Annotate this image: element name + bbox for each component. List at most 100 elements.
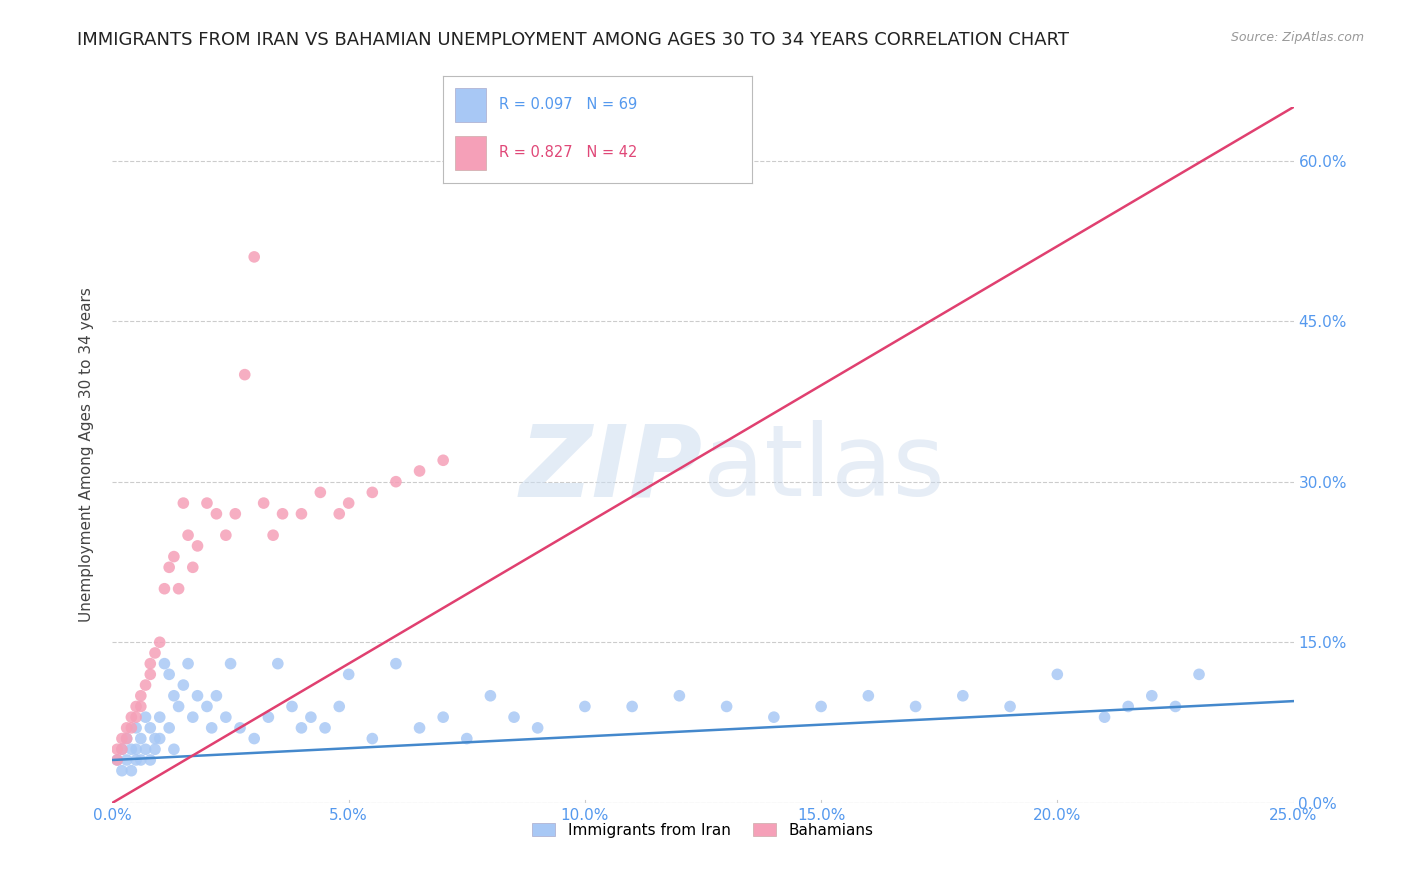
Point — [177, 528, 200, 542]
Point — [290, 721, 312, 735]
Point — [432, 710, 454, 724]
Point — [153, 657, 176, 671]
Point — [1116, 699, 1139, 714]
Point — [858, 689, 880, 703]
Point — [167, 699, 190, 714]
Point — [1164, 699, 1187, 714]
Point — [125, 721, 148, 735]
Text: Source: ZipAtlas.com: Source: ZipAtlas.com — [1230, 31, 1364, 45]
Point — [163, 742, 186, 756]
Point — [125, 742, 148, 756]
Point — [299, 710, 322, 724]
Point — [1046, 667, 1069, 681]
Point — [120, 742, 142, 756]
Point — [157, 560, 180, 574]
Point — [111, 764, 134, 778]
Bar — [456, 87, 486, 122]
Point — [135, 678, 157, 692]
Point — [139, 753, 162, 767]
Point — [337, 496, 360, 510]
Point — [135, 710, 157, 724]
Point — [385, 657, 408, 671]
Point — [143, 731, 166, 746]
Point — [149, 710, 172, 724]
Point — [810, 699, 832, 714]
Point — [337, 667, 360, 681]
Point — [111, 742, 134, 756]
Point — [328, 699, 350, 714]
Legend: Immigrants from Iran, Bahamians: Immigrants from Iran, Bahamians — [526, 816, 880, 844]
Point — [120, 764, 142, 778]
Point — [186, 539, 208, 553]
Point — [163, 549, 186, 564]
Point — [281, 699, 304, 714]
Point — [762, 710, 785, 724]
Point — [243, 731, 266, 746]
Text: ZIP: ZIP — [520, 420, 703, 517]
Point — [111, 742, 134, 756]
Point — [125, 710, 148, 724]
Point — [153, 582, 176, 596]
Point — [952, 689, 974, 703]
Point — [574, 699, 596, 714]
Point — [526, 721, 548, 735]
Text: R = 0.827   N = 42: R = 0.827 N = 42 — [499, 145, 637, 161]
Point — [105, 753, 128, 767]
Point — [115, 731, 138, 746]
Point — [621, 699, 644, 714]
Point — [186, 689, 208, 703]
Point — [201, 721, 224, 735]
Y-axis label: Unemployment Among Ages 30 to 34 years: Unemployment Among Ages 30 to 34 years — [79, 287, 94, 623]
Point — [111, 731, 134, 746]
Point — [257, 710, 280, 724]
Point — [139, 721, 162, 735]
Point — [432, 453, 454, 467]
Point — [163, 689, 186, 703]
Point — [167, 582, 190, 596]
Text: atlas: atlas — [703, 420, 945, 517]
Point — [115, 731, 138, 746]
Point — [143, 646, 166, 660]
Point — [125, 753, 148, 767]
Point — [105, 742, 128, 756]
Point — [125, 699, 148, 714]
Point — [149, 731, 172, 746]
Point — [1188, 667, 1211, 681]
Point — [361, 485, 384, 500]
Point — [139, 657, 162, 671]
Point — [215, 710, 238, 724]
Point — [456, 731, 478, 746]
Text: IMMIGRANTS FROM IRAN VS BAHAMIAN UNEMPLOYMENT AMONG AGES 30 TO 34 YEARS CORRELAT: IMMIGRANTS FROM IRAN VS BAHAMIAN UNEMPLO… — [77, 31, 1070, 49]
Point — [314, 721, 336, 735]
Point — [129, 753, 152, 767]
Text: R = 0.097   N = 69: R = 0.097 N = 69 — [499, 97, 637, 112]
Point — [479, 689, 502, 703]
Point — [120, 710, 142, 724]
Point — [129, 699, 152, 714]
Point — [172, 496, 194, 510]
Point — [129, 731, 152, 746]
Point — [668, 689, 690, 703]
Point — [271, 507, 294, 521]
Point — [172, 678, 194, 692]
Point — [716, 699, 738, 714]
Point — [503, 710, 526, 724]
Point — [129, 689, 152, 703]
Point — [408, 721, 430, 735]
Point — [205, 689, 228, 703]
Point — [181, 710, 204, 724]
Point — [229, 721, 252, 735]
Point — [181, 560, 204, 574]
Point — [115, 721, 138, 735]
Point — [309, 485, 332, 500]
Point — [115, 753, 138, 767]
Point — [904, 699, 927, 714]
Point — [105, 753, 128, 767]
Point — [243, 250, 266, 264]
Point — [361, 731, 384, 746]
Point — [120, 721, 142, 735]
Point — [139, 667, 162, 681]
Point — [219, 657, 242, 671]
Point — [267, 657, 290, 671]
Point — [224, 507, 246, 521]
